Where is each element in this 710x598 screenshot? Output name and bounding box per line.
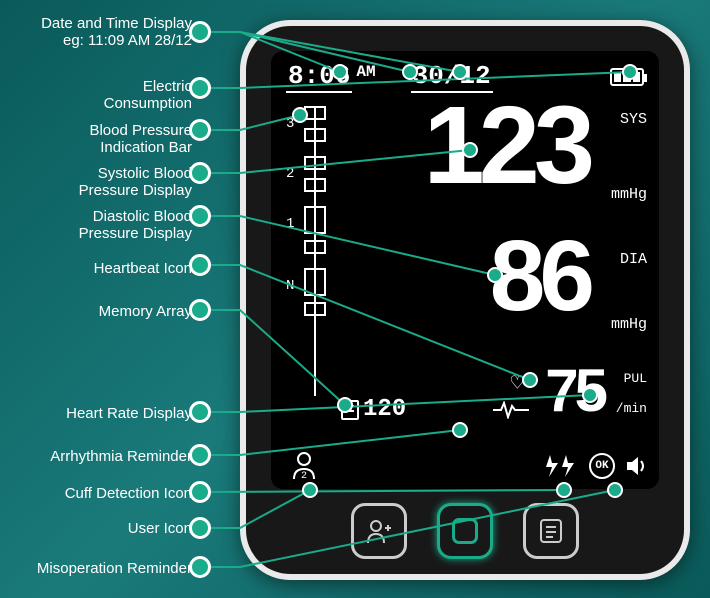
power-button[interactable] — [437, 503, 493, 559]
callout-dot — [189, 401, 211, 423]
callout-label: Memory Array — [99, 303, 192, 320]
indicator-segment — [304, 206, 326, 234]
speaker-icon — [625, 456, 649, 476]
indicator-level-label: 2 — [286, 166, 294, 182]
memory-button[interactable] — [523, 503, 579, 559]
callout-dot — [189, 299, 211, 321]
target-marker — [582, 387, 598, 403]
callout-dot — [189, 444, 211, 466]
callout-label: Heartbeat Icon — [94, 260, 192, 277]
indicator-segment — [304, 268, 326, 296]
target-marker — [337, 397, 353, 413]
callout-label: Diastolic Blood Pressure Display — [79, 208, 192, 243]
svg-text:2: 2 — [301, 471, 307, 481]
indicator-level-label: 1 — [286, 216, 294, 232]
callout-label: Cuff Detection Icon — [65, 485, 192, 502]
target-marker — [607, 482, 623, 498]
ecg-icon — [493, 401, 529, 424]
target-marker — [302, 482, 318, 498]
callout-label: Date and Time Display eg: 11:09 AM 28/12 — [41, 15, 192, 50]
callout-dot — [189, 556, 211, 578]
memory-value: 120 — [363, 396, 406, 423]
target-marker — [522, 372, 538, 388]
callout-label: Blood Pressure Indication Bar — [89, 122, 192, 157]
target-marker — [402, 64, 418, 80]
indicator-segment — [304, 128, 326, 142]
callout-dot — [189, 481, 211, 503]
target-marker — [332, 64, 348, 80]
cuff-detection-icon — [544, 453, 574, 479]
pulse-unit: /min — [616, 401, 647, 416]
target-marker — [452, 64, 468, 80]
callout-dot — [189, 205, 211, 227]
target-marker — [462, 142, 478, 158]
pulse-label: PUL — [624, 371, 647, 386]
systolic-value: 123 — [423, 91, 589, 201]
callout-label: Electric Consumption — [104, 78, 192, 113]
target-marker — [622, 64, 638, 80]
user-button[interactable] — [351, 503, 407, 559]
indicator-segment — [304, 156, 326, 170]
target-marker — [556, 482, 572, 498]
diastolic-value: 86 — [490, 226, 589, 326]
callout-dot — [189, 21, 211, 43]
diastolic-unit: mmHg — [611, 316, 647, 333]
callout-dot — [189, 162, 211, 184]
systolic-unit: mmHg — [611, 186, 647, 203]
systolic-label: SYS — [620, 111, 647, 128]
indicator-segment — [304, 302, 326, 316]
callout-dot — [189, 517, 211, 539]
callout-dot — [189, 77, 211, 99]
target-marker — [292, 107, 308, 123]
button-row — [246, 503, 684, 559]
bp-indication-bar: 321N — [286, 106, 336, 396]
callout-label: Heart Rate Display — [66, 405, 192, 422]
heart-icon: ♡ — [511, 371, 524, 397]
indicator-segment — [304, 240, 326, 254]
diastolic-label: DIA — [620, 251, 647, 268]
indicator-level-label: N — [286, 278, 294, 294]
indicator-segment — [304, 178, 326, 192]
callout-dot — [189, 254, 211, 276]
bottom-icon-row: 2 OK — [291, 451, 649, 481]
target-marker — [452, 422, 468, 438]
callout-dot — [189, 119, 211, 141]
callout-label: User Icon — [128, 520, 192, 537]
ok-icon: OK — [589, 453, 615, 479]
callout-label: Systolic Blood Pressure Display — [79, 165, 192, 200]
user-icon: 2 — [291, 451, 317, 481]
ampm-display: AM — [356, 63, 375, 81]
callout-label: Misoperation Reminder — [37, 560, 192, 577]
callout-label: Arrhythmia Reminder — [50, 448, 192, 465]
target-marker — [487, 267, 503, 283]
label-column: Date and Time Display eg: 11:09 AM 28/12… — [0, 0, 200, 598]
